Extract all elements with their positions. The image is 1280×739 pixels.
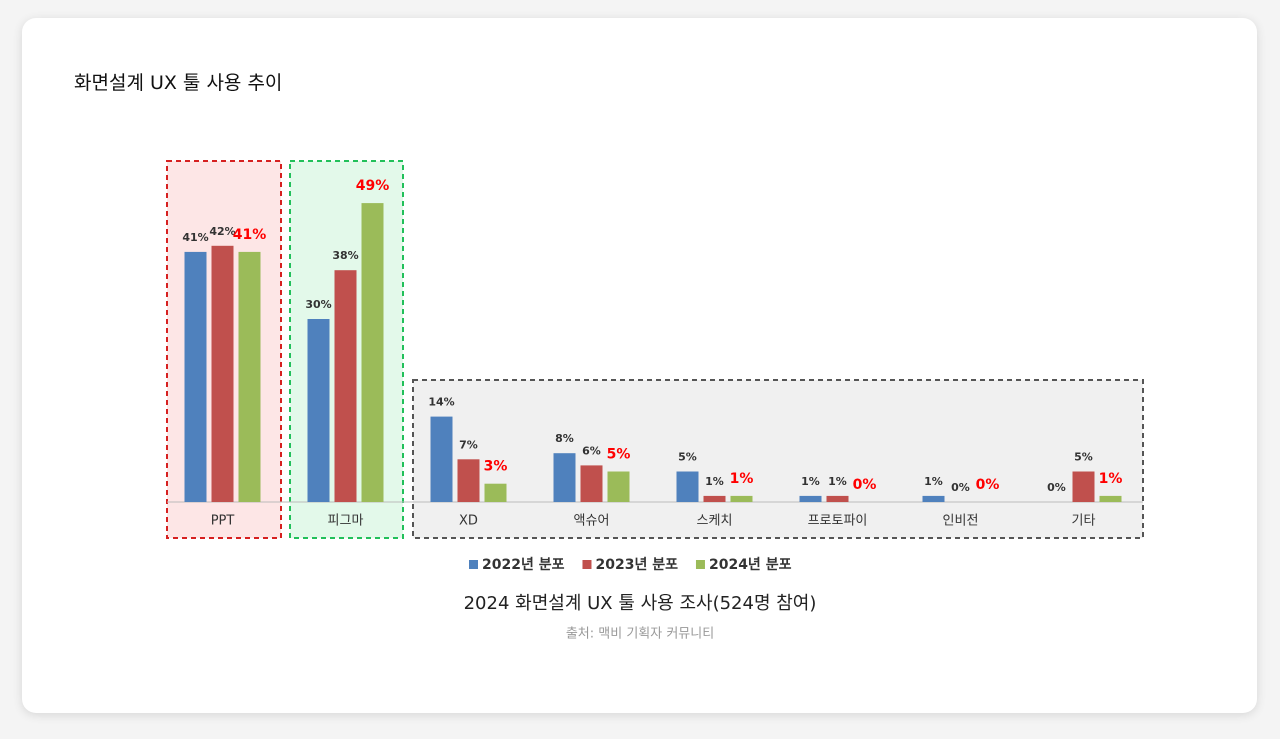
x-tick-label: 피그마 [328,514,364,529]
x-tick-label: 액슈어 [574,514,610,529]
value-label: 6% [582,444,601,457]
bar [553,453,576,502]
bar [457,459,480,502]
bar [211,245,234,503]
bar [1099,495,1122,502]
bar [703,495,726,502]
value-label: 5% [1074,451,1093,464]
value-label: 0% [853,477,877,493]
legend-label: 2024년 분포 [709,557,792,573]
x-tick-label: PPT [211,514,235,529]
card-title: 화면설계 UX 툴 사용 추이 [74,72,283,94]
value-label: 42% [209,225,235,238]
x-tick-label: XD [459,514,478,529]
bar [922,495,945,502]
bar [307,319,330,502]
legend-swatch [695,560,705,569]
value-label: 0% [1047,481,1066,494]
value-label: 1% [705,475,724,488]
bar [430,416,453,502]
x-tick-label: 기타 [1072,514,1096,529]
bar [238,251,261,502]
value-label: 3% [484,459,508,475]
bar [826,495,849,502]
bar [580,465,603,502]
bar [184,251,207,502]
source: 출처: 맥비 기획자 커뮤니티 [566,627,714,642]
bar [1072,471,1095,502]
value-label: 38% [332,249,358,262]
value-label: 7% [459,438,478,451]
caption: 2024 화면설계 UX 툴 사용 조사(524명 참여) [464,593,817,614]
value-label: 1% [730,471,754,487]
legend-swatch [469,560,478,569]
value-label: 5% [678,451,697,464]
bar [799,495,822,502]
value-label: 41% [182,231,208,244]
bar [334,270,357,502]
legend-label: 2023년 분포 [595,557,678,573]
legend-label: 2022년 분포 [482,557,565,573]
value-label: 5% [607,447,631,463]
highlight-box [412,379,1144,539]
x-tick-label: 스케치 [697,514,733,529]
x-tick-label: 프로토파이 [808,514,868,529]
value-label: 1% [828,475,847,488]
value-label: 14% [428,396,454,409]
bar [607,471,630,502]
legend-swatch [582,560,592,569]
bar [361,203,384,502]
bar [484,483,507,502]
bar [730,495,753,502]
value-label: 30% [305,298,331,311]
value-label: 1% [924,475,943,488]
value-label: 49% [356,178,390,194]
x-tick-label: 인비전 [943,514,979,529]
value-label: 8% [555,432,574,445]
value-label: 41% [233,227,267,243]
bar [676,471,699,502]
value-label: 0% [951,481,970,494]
value-label: 1% [801,475,820,488]
value-label: 1% [1099,471,1123,487]
value-label: 0% [976,477,1000,493]
